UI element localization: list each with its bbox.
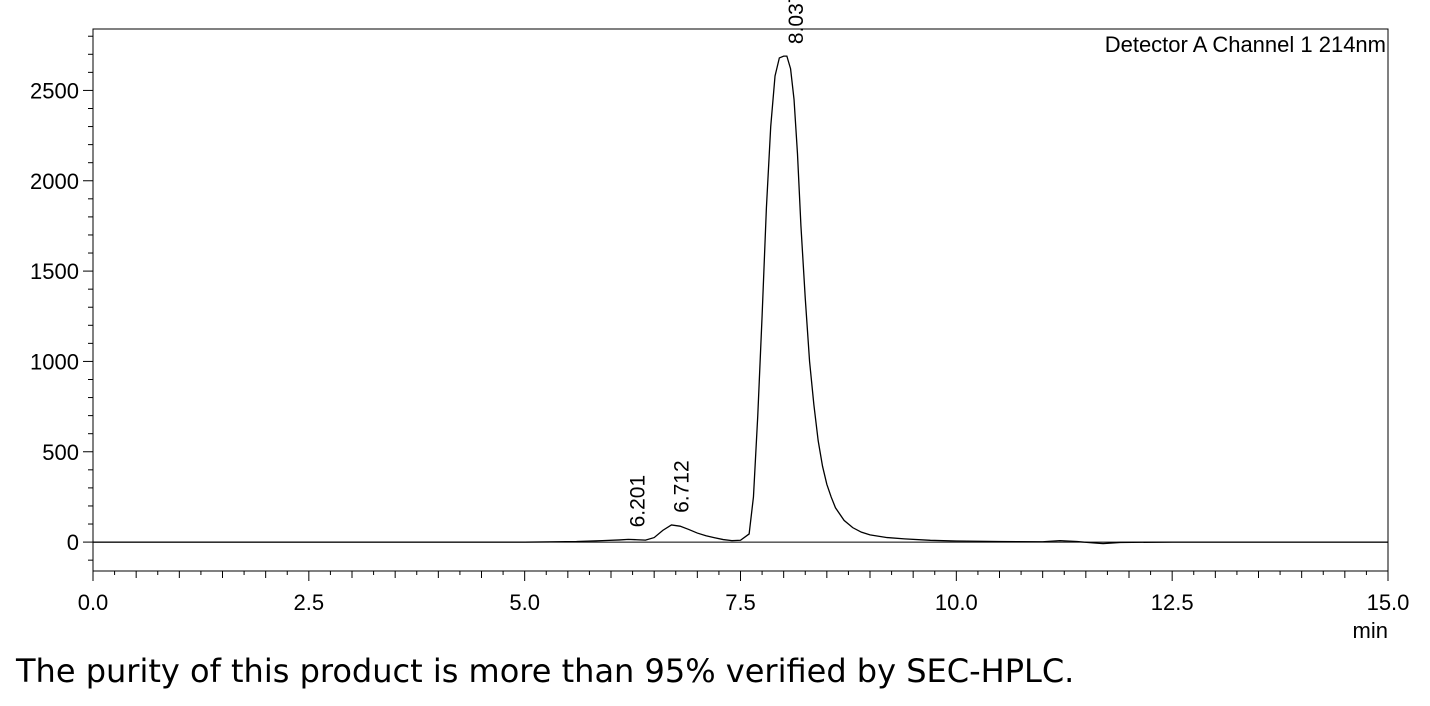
y-tick-label: 1500 bbox=[30, 259, 79, 284]
x-tick-label: 10.0 bbox=[935, 590, 978, 615]
y-axis: 0 500 1000 1500 2000 2500 bbox=[30, 35, 93, 561]
y-tick-label: 2500 bbox=[30, 78, 79, 103]
chromatogram-chart: 0 500 1000 1500 2000 2500 0.0 2.5 5.0 7.5 10.0 12.… bbox=[30, 0, 1410, 643]
x-tick-label: 5.0 bbox=[509, 590, 540, 615]
x-tick-label: 15.0 bbox=[1367, 590, 1410, 615]
x-tick-label: 12.5 bbox=[1151, 590, 1194, 615]
x-tick-label: 0.0 bbox=[78, 590, 109, 615]
x-axis: 0.0 2.5 5.0 7.5 10.0 12.5 15.0 bbox=[78, 571, 1410, 615]
peak-labels: 6.201 6.712 8.037 bbox=[626, 0, 808, 527]
peak-label: 8.037 bbox=[785, 0, 808, 44]
x-tick-label: 2.5 bbox=[294, 590, 325, 615]
plot-frame bbox=[92, 28, 1389, 572]
purity-caption: The purity of this product is more than … bbox=[16, 652, 1075, 690]
peak-label: 6.201 bbox=[626, 475, 649, 528]
y-tick-label: 2000 bbox=[30, 169, 79, 194]
y-tick-label: 500 bbox=[42, 440, 79, 465]
x-tick-label: 7.5 bbox=[725, 590, 756, 615]
detector-label: Detector A Channel 1 214nm bbox=[1105, 32, 1386, 57]
x-axis-unit-label: min bbox=[1353, 618, 1388, 643]
chromatogram-trace bbox=[93, 55, 1388, 545]
y-tick-label: 1000 bbox=[30, 349, 79, 374]
y-tick-label: 0 bbox=[67, 530, 79, 555]
peak-label: 6.712 bbox=[670, 460, 693, 513]
